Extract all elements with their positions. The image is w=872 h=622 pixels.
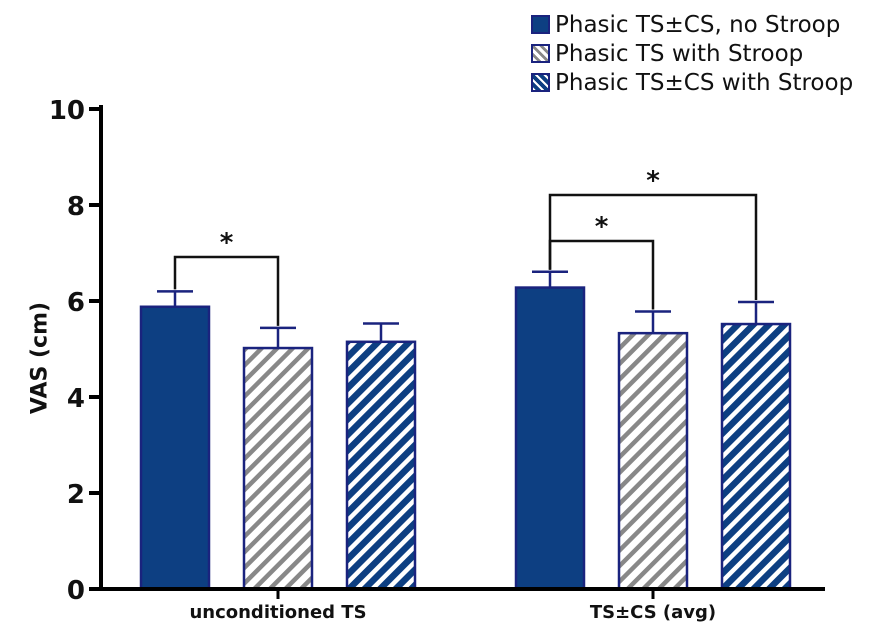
legend-swatch-solid (531, 15, 550, 34)
significance-star: * (646, 166, 660, 196)
legend-item: Phasic TS±CS, no Stroop (531, 10, 853, 39)
legend-item: Phasic TS with Stroop (531, 39, 853, 68)
legend-swatch-hatch-blue (531, 73, 550, 92)
significance-bracket (548, 193, 758, 300)
y-tick-label: 0 (67, 576, 85, 606)
x-tick-label: TS±CS (avg) (590, 602, 716, 622)
bar (242, 346, 314, 591)
significance-star: * (595, 212, 609, 242)
legend: Phasic TS±CS, no Stroop Phasic TS with S… (531, 10, 853, 97)
significance-group: * * * (173, 166, 758, 326)
x-tick-label: unconditioned TS (189, 602, 366, 622)
bar (514, 286, 586, 591)
y-tick-label: 2 (67, 480, 85, 510)
y-tick-label: 6 (67, 288, 85, 318)
bar (617, 331, 689, 591)
y-tick-label: 8 (67, 192, 85, 222)
significance-star: * (220, 228, 234, 258)
legend-label: Phasic TS with Stroop (555, 40, 804, 67)
legend-swatch-hatch-gray (531, 44, 550, 63)
bar (139, 305, 211, 591)
y-axis-label: VAS (cm) (27, 301, 53, 415)
legend-label: Phasic TS±CS, no Stroop (555, 11, 841, 38)
significance-bracket (173, 255, 280, 326)
bar (720, 322, 792, 591)
legend-item: Phasic TS±CS with Stroop (531, 68, 853, 97)
y-tick-label: 10 (49, 96, 85, 126)
bars-group (139, 286, 792, 591)
legend-label: Phasic TS±CS with Stroop (555, 69, 854, 96)
bar (345, 340, 417, 591)
y-tick-label: 4 (67, 384, 85, 414)
error-bars-group (157, 270, 774, 349)
axes-group: 0 2 4 6 8 10 unconditioned TS TS±CS (avg) (49, 96, 825, 622)
